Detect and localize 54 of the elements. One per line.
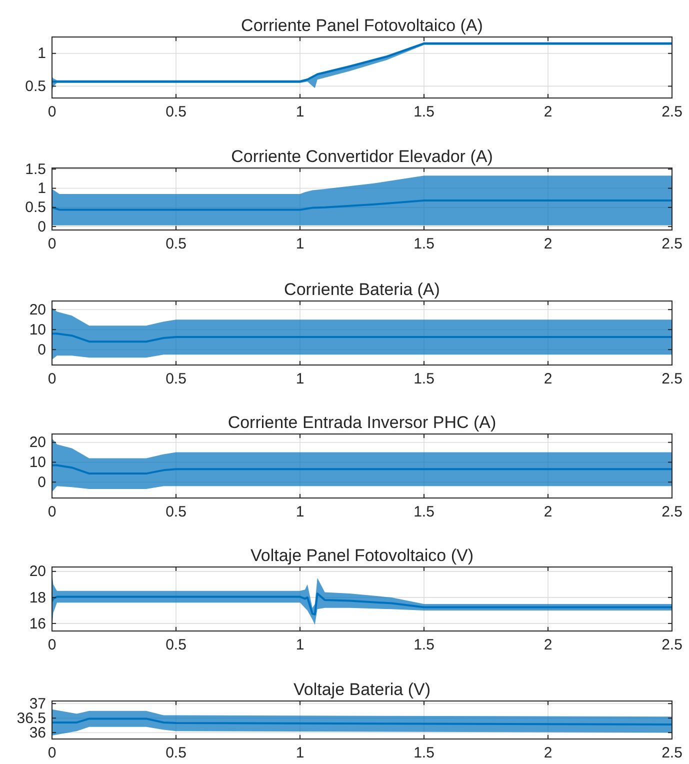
x-tick-label: 0.5: [166, 636, 186, 654]
y-tick-label: 36.5: [16, 710, 46, 727]
y-tick-label: 1: [38, 180, 46, 198]
x-tick-label: 1: [296, 636, 304, 654]
chart-title: Voltaje Panel Fotovoltaico (V): [250, 546, 474, 565]
x-tick-label: 2.5: [662, 504, 682, 521]
x-tick-label: 0.5: [166, 236, 186, 253]
x-tick-label: 1.5: [414, 370, 434, 388]
x-tick-label: 1.5: [414, 236, 434, 253]
chart-title: Corriente Entrada Inversor PHC (A): [228, 413, 496, 432]
x-tick-label: 2: [544, 504, 552, 521]
x-tick-label: 0.5: [166, 370, 186, 388]
y-tick-label: 20: [29, 301, 46, 318]
x-tick-label: 1.5: [414, 744, 434, 762]
x-tick-label: 1: [296, 236, 304, 253]
y-tick-label: 18: [29, 589, 46, 606]
y-tick-label: 37: [29, 695, 46, 712]
y-tick-label: 20: [29, 563, 46, 580]
y-tick-label: 10: [29, 454, 46, 472]
x-tick-label: 1: [296, 104, 304, 121]
x-tick-label: 1.5: [414, 504, 434, 521]
y-tick-label: 0: [38, 474, 46, 491]
x-tick-label: 2.5: [662, 636, 682, 654]
y-tick-label: 0: [38, 218, 46, 236]
y-tick-label: 1: [38, 45, 46, 62]
x-tick-label: 2: [544, 636, 552, 654]
chart-title: Corriente Panel Fotovoltaico (A): [241, 16, 483, 35]
y-tick-label: 10: [29, 321, 46, 338]
y-tick-label: 36: [29, 724, 46, 742]
chart-title: Corriente Bateria (A): [284, 280, 440, 299]
x-tick-label: 1: [296, 744, 304, 762]
x-tick-label: 1: [296, 370, 304, 388]
y-tick-label: 1.5: [25, 160, 46, 178]
y-tick-label: 0.5: [25, 199, 46, 216]
x-tick-label: 0.5: [166, 104, 186, 121]
x-tick-label: 2: [544, 370, 552, 388]
x-tick-label: 2: [544, 744, 552, 762]
chart-title: Corriente Convertidor Elevador (A): [231, 147, 493, 166]
y-tick-label: 0.5: [25, 78, 46, 95]
x-tick-label: 2.5: [662, 104, 682, 121]
x-tick-label: 2: [544, 104, 552, 121]
x-tick-label: 2.5: [662, 744, 682, 762]
x-tick-label: 0.5: [166, 504, 186, 521]
x-tick-label: 2: [544, 236, 552, 253]
x-tick-label: 2.5: [662, 370, 682, 388]
x-tick-label: 2.5: [662, 236, 682, 253]
chart-title: Voltaje Bateria (V): [293, 680, 431, 699]
x-tick-label: 1.5: [414, 636, 434, 654]
x-tick-label: 0.5: [166, 744, 186, 762]
y-tick-label: 20: [29, 434, 46, 452]
y-tick-label: 16: [29, 615, 46, 632]
x-tick-label: 1.5: [414, 104, 434, 121]
x-tick-label: 1: [296, 504, 304, 521]
y-tick-label: 0: [38, 341, 46, 358]
